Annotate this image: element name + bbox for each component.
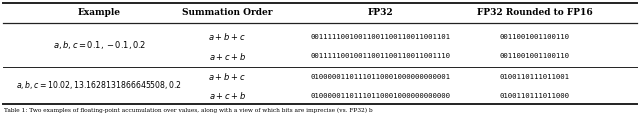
Text: Summation Order: Summation Order	[182, 8, 273, 17]
Text: Example: Example	[77, 8, 121, 17]
Text: FP32: FP32	[368, 8, 394, 17]
Text: 0011001001100110: 0011001001100110	[499, 53, 570, 59]
Text: 0100110111011001: 0100110111011001	[499, 74, 570, 80]
Text: Table 1: Two examples of floating-point accumulation over values, along with a v: Table 1: Two examples of floating-point …	[4, 108, 373, 113]
Text: 00111110010011001100110011001110: 00111110010011001100110011001110	[311, 53, 451, 59]
Text: 01000001101110110001000000000000: 01000001101110110001000000000000	[311, 93, 451, 99]
Text: 00111110010011001100110011001101: 00111110010011001100110011001101	[311, 34, 451, 40]
Text: $a, b, c = 0.1, -0.1, 0.2$: $a, b, c = 0.1, -0.1, 0.2$	[52, 39, 146, 51]
Text: 0100110111011000: 0100110111011000	[499, 93, 570, 99]
Text: $a + c + b$: $a + c + b$	[209, 90, 246, 101]
Text: $a + b + c$: $a + b + c$	[209, 71, 246, 82]
Text: $a + b + c$: $a + b + c$	[209, 31, 246, 42]
Text: 01000001101110110001000000000001: 01000001101110110001000000000001	[311, 74, 451, 80]
Text: $a + c + b$: $a + c + b$	[209, 51, 246, 62]
Text: 0011001001100110: 0011001001100110	[499, 34, 570, 40]
Text: FP32 Rounded to FP16: FP32 Rounded to FP16	[477, 8, 592, 17]
Text: $a, b, c = 10.02, 13.1628131866645508, 0.2$: $a, b, c = 10.02, 13.1628131866645508, 0…	[16, 79, 182, 91]
